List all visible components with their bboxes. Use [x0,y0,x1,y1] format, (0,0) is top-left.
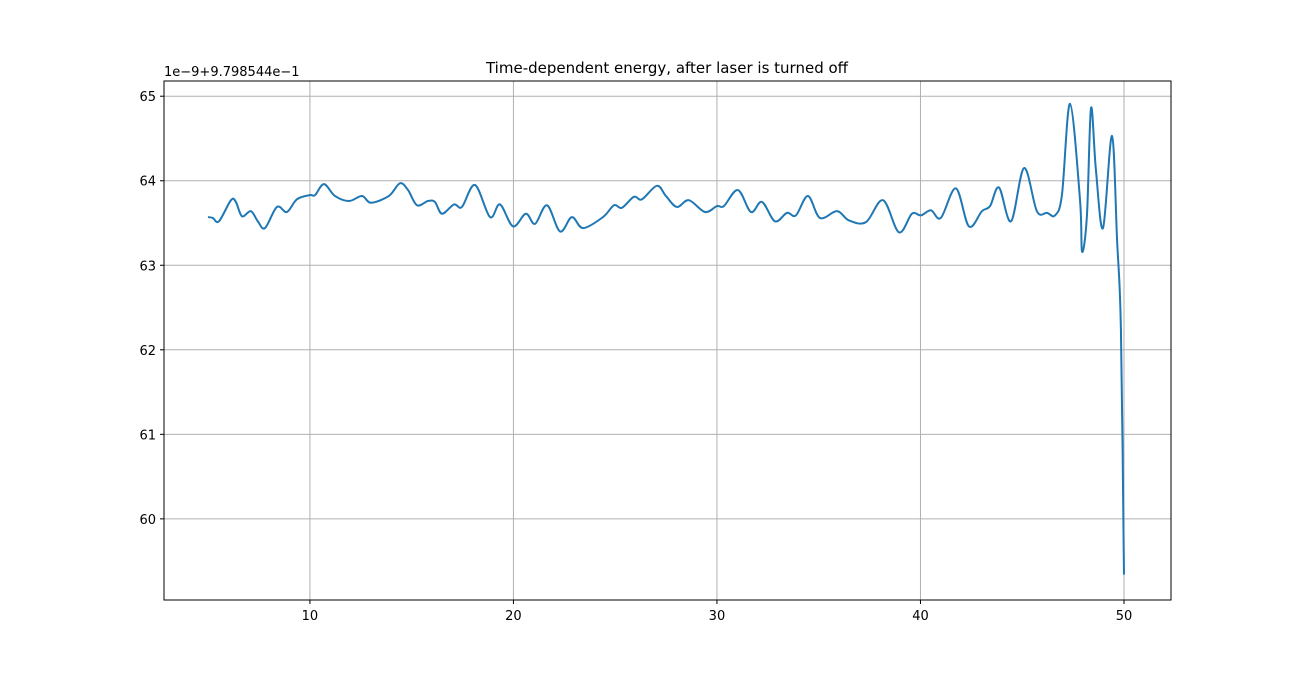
x-tick-label: 40 [912,609,929,624]
x-tick-label: 10 [302,609,319,624]
x-tick-label: 50 [1116,609,1133,624]
chart-title: Time-dependent energy, after laser is tu… [485,59,849,77]
x-tick-label: 30 [709,609,726,624]
y-tick-label: 64 [139,175,156,190]
y-tick-label: 65 [139,90,156,105]
y-tick-label: 62 [139,344,156,359]
x-tick-label: 20 [505,609,522,624]
y-tick-label: 61 [139,428,156,443]
data-line [207,102,1125,575]
y-tick-label: 60 [139,513,156,528]
plot-frame [163,80,1172,601]
y-tick-label: 63 [139,259,156,274]
y-offset-label: 1e−9+9.798544e−1 [164,65,300,80]
